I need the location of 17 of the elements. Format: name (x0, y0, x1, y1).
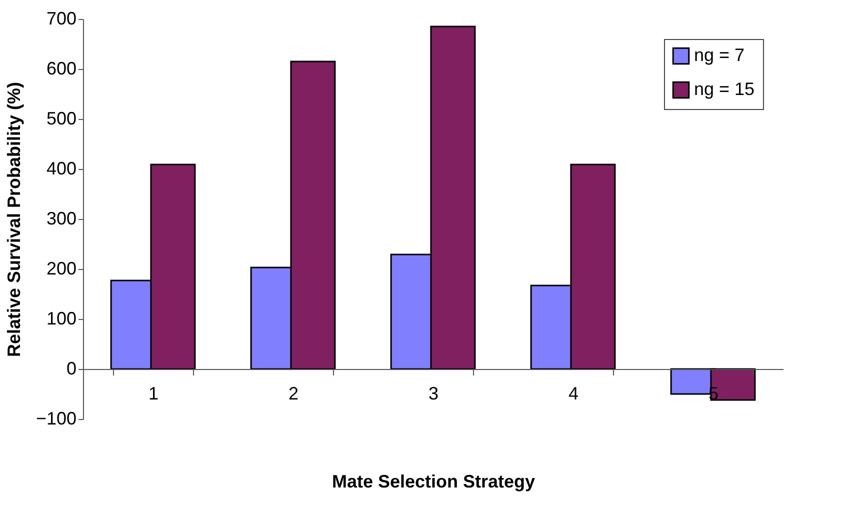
x-tick-label: 3 (428, 384, 439, 404)
x-axis-title: Mate Selection Strategy (332, 472, 536, 492)
x-tick-label: 4 (568, 384, 579, 404)
legend-label: ng = 7 (694, 45, 745, 65)
y-tick-label: 0 (66, 358, 76, 378)
y-tick-label: 200 (46, 258, 76, 278)
x-tick-label: 2 (288, 384, 299, 404)
y-tick-label: 500 (46, 108, 76, 128)
y-tick-label: 400 (46, 158, 76, 178)
legend-label: ng = 15 (694, 79, 755, 99)
y-tick-label: 100 (46, 308, 76, 328)
y-tick-label: 700 (46, 8, 76, 28)
y-tick-label: 300 (46, 208, 76, 228)
y-axis-title: Relative Survival Probability (%) (4, 82, 24, 358)
y-tick-label: −100 (36, 408, 76, 428)
y-tick-label: 600 (46, 58, 76, 78)
x-tick-label: 1 (148, 384, 159, 404)
